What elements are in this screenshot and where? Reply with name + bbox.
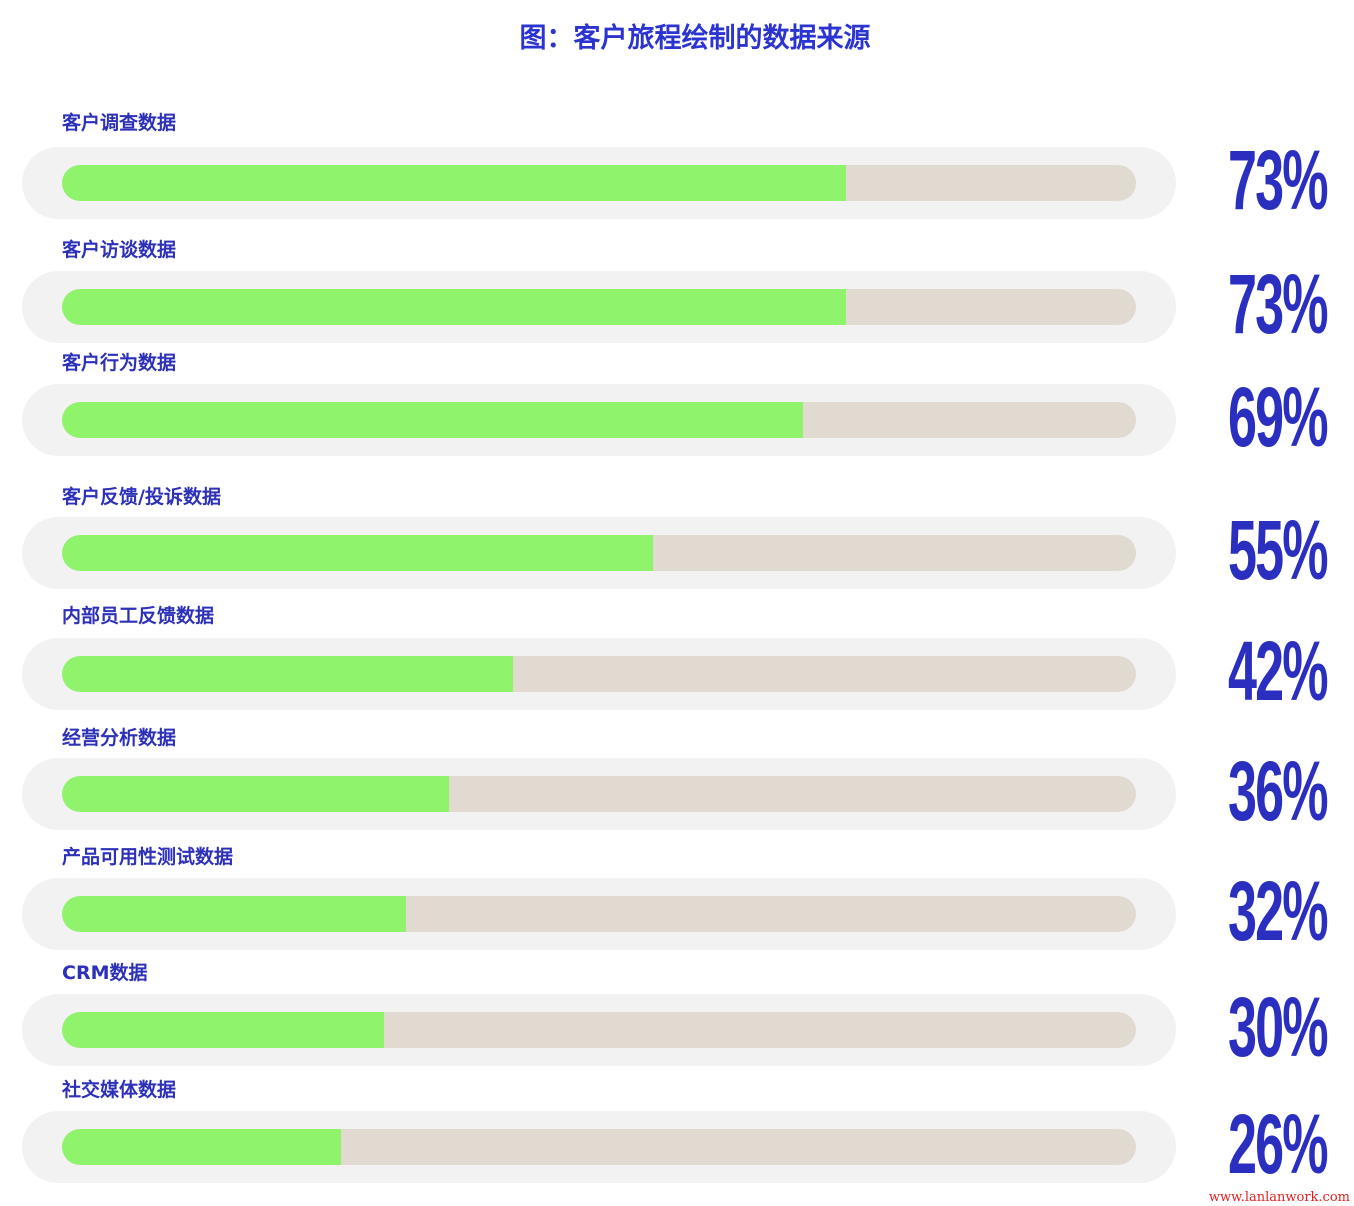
bar-track	[62, 1129, 1136, 1165]
bar-fill	[62, 656, 514, 692]
category-label: 客户行为数据	[62, 352, 177, 374]
value-label: 32%	[1228, 864, 1329, 958]
category-label: 社交媒体数据	[62, 1079, 177, 1101]
category-label: 经营分析数据	[62, 727, 177, 749]
value-label: 55%	[1228, 503, 1329, 597]
value-label: 42%	[1228, 624, 1329, 718]
bar-fill	[62, 896, 406, 932]
category-label: 客户反馈/投诉数据	[62, 486, 221, 508]
bar-track	[62, 776, 1136, 812]
bar-fill	[62, 402, 804, 438]
value-label: 73%	[1228, 257, 1329, 351]
bar-track	[62, 402, 1136, 438]
bar-track	[62, 656, 1136, 692]
chart-title: 图：客户旅程绘制的数据来源	[519, 23, 871, 54]
bar-fill	[62, 1012, 385, 1048]
bar-track	[62, 535, 1136, 571]
category-label: CRM数据	[62, 962, 148, 984]
value-label: 26%	[1228, 1097, 1329, 1191]
watermark: www.lanlanwork.com	[1208, 1190, 1350, 1205]
bar-track	[62, 289, 1136, 325]
category-label: 客户访谈数据	[62, 239, 177, 261]
bar-track	[62, 1012, 1136, 1048]
bar-track	[62, 165, 1136, 201]
value-label: 69%	[1228, 370, 1329, 464]
bar-fill	[62, 289, 847, 325]
category-label: 客户调查数据	[62, 112, 177, 134]
bar-fill	[62, 165, 847, 201]
value-label: 73%	[1228, 133, 1329, 227]
value-label: 30%	[1228, 980, 1329, 1074]
bar-track	[62, 896, 1136, 932]
bar-fill	[62, 535, 653, 571]
bar-fill	[62, 776, 449, 812]
value-label: 36%	[1228, 744, 1329, 838]
bar-fill	[62, 1129, 342, 1165]
category-label: 产品可用性测试数据	[62, 846, 234, 868]
category-label: 内部员工反馈数据	[62, 605, 215, 627]
